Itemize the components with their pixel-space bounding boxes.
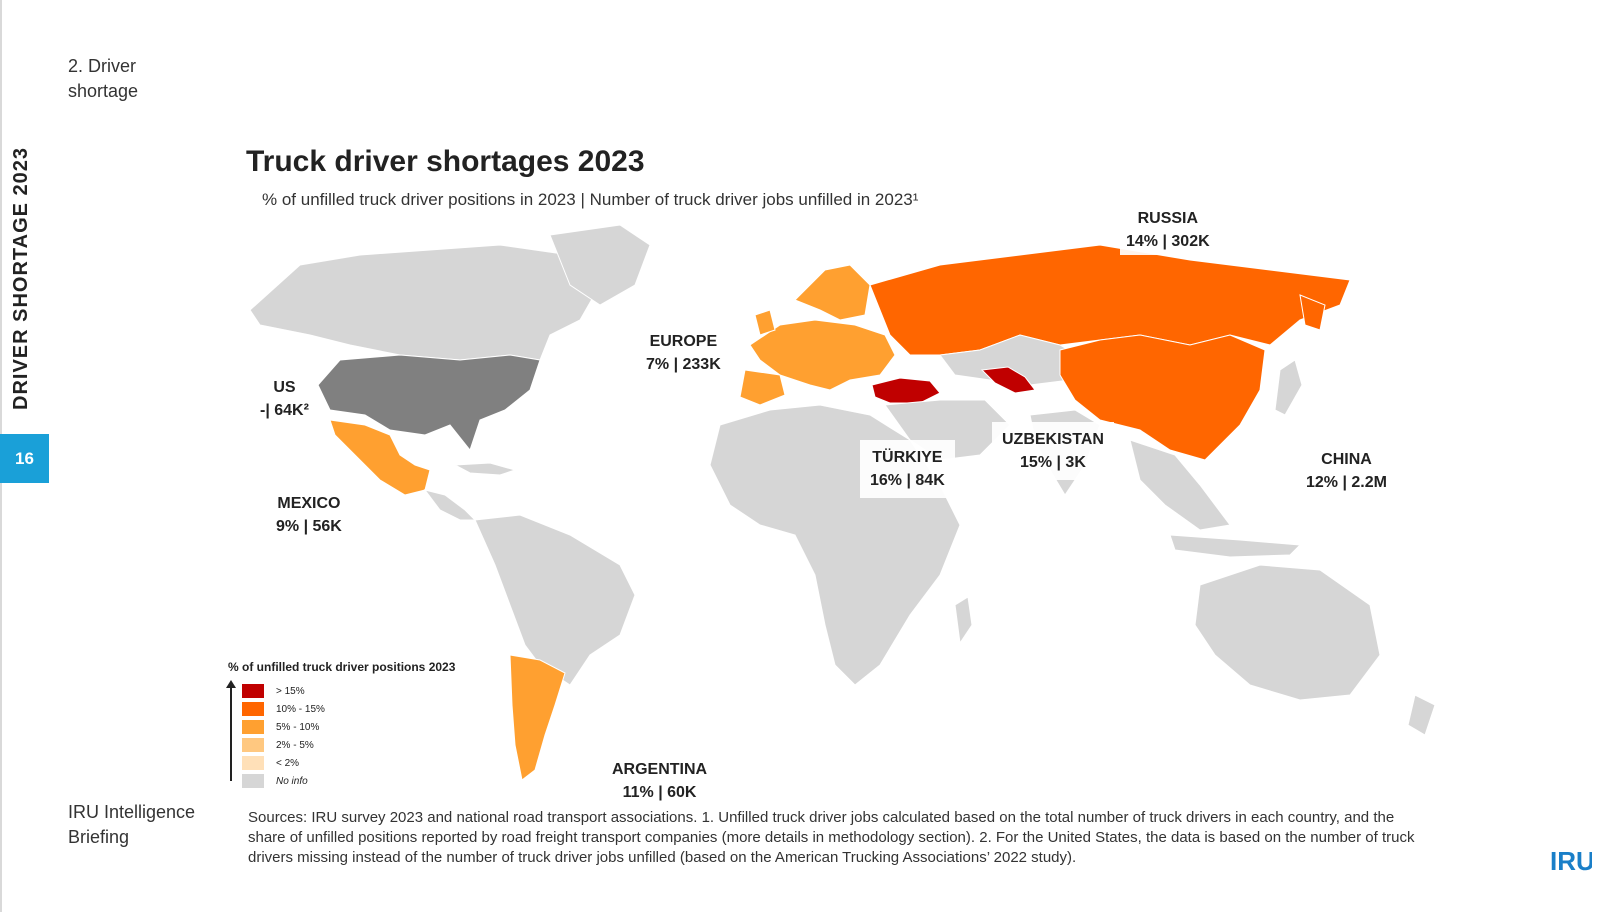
region-new-zealand bbox=[1407, 694, 1436, 736]
legend-swatch bbox=[242, 684, 264, 698]
region-central-america bbox=[423, 489, 477, 521]
region-se-asia bbox=[1129, 439, 1231, 531]
legend-item: No info bbox=[242, 772, 455, 790]
map-legend: % of unfilled truck driver positions 202… bbox=[226, 660, 456, 790]
legend-label: < 2% bbox=[276, 757, 300, 769]
label-mexico: MEXICO 9% | 56K bbox=[270, 490, 348, 540]
legend-swatch bbox=[242, 702, 264, 716]
label-us-values: -| 64K² bbox=[260, 402, 309, 419]
region-turkiye bbox=[871, 377, 941, 404]
region-uk bbox=[754, 309, 776, 336]
region-japan bbox=[1274, 359, 1303, 416]
region-australia bbox=[1194, 564, 1381, 701]
label-us-name: US bbox=[273, 379, 296, 396]
brand-text: IRU Intelligence Briefing bbox=[68, 802, 196, 847]
label-europe-values: 7% | 233K bbox=[646, 356, 721, 373]
region-greenland bbox=[549, 225, 651, 306]
label-argentina: ARGENTINA 11% | 60K bbox=[606, 756, 714, 806]
label-uzbekistan-name: UZBEKISTAN bbox=[1002, 431, 1104, 448]
section-label: 2. Driver shortage bbox=[68, 56, 139, 101]
label-uzbekistan-values: 15% | 3K bbox=[1020, 454, 1086, 471]
sources-footnote: Sources: IRU survey 2023 and national ro… bbox=[248, 809, 1415, 866]
label-turkiye: TÜRKIYE 16% | 84K bbox=[860, 440, 955, 498]
iru-logo: IRU bbox=[1550, 846, 1592, 874]
legend-swatch bbox=[242, 774, 264, 788]
region-indonesia bbox=[1169, 534, 1302, 558]
legend-item: 5% - 10% bbox=[242, 718, 455, 736]
region-iberia bbox=[739, 369, 786, 406]
label-china: CHINA 12% | 2.2M bbox=[1300, 446, 1393, 496]
legend-swatch bbox=[242, 738, 264, 752]
label-us: US -| 64K² bbox=[254, 374, 315, 424]
label-argentina-values: 11% | 60K bbox=[622, 784, 697, 801]
logo-text: IRU bbox=[1550, 846, 1592, 874]
legend-title: % of unfilled truck driver positions 202… bbox=[228, 660, 456, 674]
region-madagascar bbox=[954, 596, 973, 645]
label-europe: EUROPE 7% | 233K bbox=[640, 328, 727, 378]
region-canada-alaska bbox=[249, 244, 601, 361]
label-russia-name: RUSSIA bbox=[1137, 210, 1199, 227]
label-china-name: CHINA bbox=[1321, 451, 1372, 468]
legend-body: > 15% 10% - 15% 5% - 10% 2% - 5% < 2% No… bbox=[226, 680, 455, 790]
label-china-values: 12% | 2.2M bbox=[1306, 474, 1387, 491]
region-china bbox=[1059, 334, 1266, 461]
label-uzbekistan: UZBEKISTAN 15% | 3K bbox=[992, 422, 1114, 480]
legend-label: > 15% bbox=[276, 685, 305, 697]
label-mexico-values: 9% | 56K bbox=[276, 518, 342, 535]
legend-item: 2% - 5% bbox=[242, 736, 455, 754]
region-south-america bbox=[474, 514, 636, 686]
vertical-section-title: DRIVER SHORTAGE 2023 bbox=[10, 146, 32, 410]
legend-swatch bbox=[242, 756, 264, 770]
legend-item: 10% - 15% bbox=[242, 700, 455, 718]
label-mexico-name: MEXICO bbox=[277, 495, 341, 512]
legend-arrow-icon bbox=[226, 680, 236, 781]
region-caribbean bbox=[453, 462, 517, 476]
legend-swatch bbox=[242, 720, 264, 734]
legend-label: 10% - 15% bbox=[276, 703, 325, 715]
page-number-badge: 16 bbox=[0, 434, 49, 483]
label-russia: RUSSIA 14% | 302K bbox=[1120, 205, 1216, 255]
region-argentina bbox=[509, 654, 566, 781]
region-uzbekistan bbox=[980, 366, 1036, 394]
label-turkiye-values: 16% | 84K bbox=[870, 472, 945, 489]
region-russia-kamchatka bbox=[1299, 294, 1326, 331]
region-europe-north bbox=[794, 264, 871, 321]
legend-item: < 2% bbox=[242, 754, 455, 772]
page-subtitle: % of unfilled truck driver positions in … bbox=[262, 190, 919, 209]
label-turkiye-name: TÜRKIYE bbox=[872, 449, 943, 466]
region-us bbox=[317, 354, 541, 452]
legend-label: No info bbox=[276, 775, 308, 787]
legend-label: 2% - 5% bbox=[276, 739, 314, 751]
legend-item: > 15% bbox=[242, 682, 455, 700]
page-title: Truck driver shortages 2023 bbox=[246, 145, 645, 178]
label-russia-values: 14% | 302K bbox=[1126, 233, 1210, 250]
label-europe-name: EUROPE bbox=[649, 333, 718, 350]
label-argentina-name: ARGENTINA bbox=[612, 761, 708, 778]
legend-label: 5% - 10% bbox=[276, 721, 320, 733]
